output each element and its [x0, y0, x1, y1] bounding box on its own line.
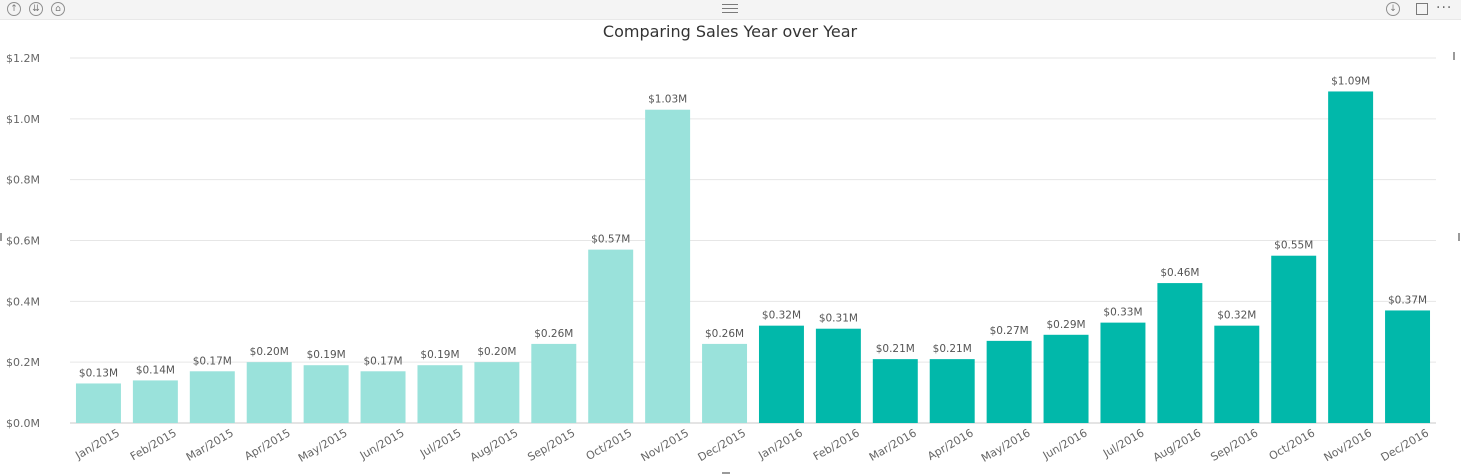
resize-handle-bottom[interactable]	[722, 472, 730, 474]
x-tick-label: Mar/2015	[184, 426, 236, 463]
bar-sep-2015[interactable]	[531, 343, 577, 423]
data-label: $0.19M	[420, 349, 459, 361]
data-label: $1.09M	[1331, 75, 1370, 87]
data-label: $0.37M	[1388, 294, 1427, 306]
y-tick-label: $1.0M	[6, 113, 40, 126]
x-tick-label: Mar/2016	[867, 426, 919, 463]
more-options-icon[interactable]: ···	[1436, 0, 1453, 16]
visual-header: ↑ ⇊ ⌂ ↓ ···	[0, 0, 1461, 20]
bar-oct-2015[interactable]	[588, 249, 634, 423]
bar-aug-2015[interactable]	[474, 362, 520, 423]
y-tick-label: $1.2M	[6, 52, 40, 65]
bar-may-2016[interactable]	[986, 340, 1032, 423]
data-label: $0.20M	[477, 346, 516, 358]
bar-dec-2016[interactable]	[1385, 310, 1431, 423]
data-label: $0.33M	[1103, 307, 1142, 319]
bar-sep-2016[interactable]	[1214, 325, 1260, 423]
x-tick-label: Jun/2015	[357, 426, 407, 462]
bar-dec-2015[interactable]	[702, 343, 748, 423]
data-label: $0.17M	[193, 355, 232, 367]
x-tick-label: Aug/2016	[1151, 426, 1204, 464]
bar-oct-2016[interactable]	[1271, 255, 1317, 423]
drill-down-icon[interactable]: ↓	[1386, 2, 1400, 16]
x-tick-label: Sep/2016	[1208, 426, 1260, 463]
drag-handle-icon[interactable]	[722, 4, 738, 13]
data-label: $0.55M	[1274, 240, 1313, 252]
y-tick-label: $0.0M	[6, 417, 40, 430]
x-tick-label: Oct/2016	[1267, 426, 1317, 463]
resize-handle-left[interactable]	[0, 233, 2, 241]
bar-mar-2015[interactable]	[189, 371, 235, 423]
bar-feb-2016[interactable]	[815, 328, 861, 423]
bar-jul-2015[interactable]	[417, 365, 463, 423]
x-tick-label: Oct/2015	[584, 426, 634, 463]
data-label: $0.21M	[876, 343, 915, 355]
data-label: $0.27M	[990, 325, 1029, 337]
scroll-indicator[interactable]	[1453, 52, 1455, 60]
x-tick-label: Apr/2016	[925, 426, 975, 463]
data-labels: $0.13M $0.14M $0.17M $0.20M $0.19M $0.17M $0.1…	[79, 75, 1427, 379]
x-tick-label: May/2016	[979, 426, 1033, 464]
drill-mode-icon[interactable]: ⌂	[51, 2, 65, 16]
y-tick-label: $0.6M	[6, 235, 40, 248]
x-tick-label: Nov/2015	[639, 426, 692, 464]
y-tick-label: $0.2M	[6, 356, 40, 369]
bar-may-2015[interactable]	[303, 365, 349, 423]
bar-mar-2016[interactable]	[872, 359, 918, 423]
bar-jan-2016[interactable]	[758, 325, 804, 423]
data-label: $0.29M	[1046, 319, 1085, 331]
x-tick-label: Aug/2015	[468, 426, 521, 464]
data-label: $0.13M	[79, 367, 118, 379]
bar-nov-2015[interactable]	[645, 109, 691, 423]
data-label: $0.21M	[933, 343, 972, 355]
x-tick-label: Apr/2015	[242, 426, 292, 463]
x-tick-label: Jul/2016	[1100, 426, 1146, 460]
bar-jun-2015[interactable]	[360, 371, 406, 423]
bar-jul-2016[interactable]	[1100, 322, 1146, 423]
x-tick-label: Jan/2016	[755, 426, 805, 462]
bar-feb-2015[interactable]	[132, 380, 178, 423]
bar-apr-2015[interactable]	[246, 362, 292, 423]
y-axis: $0.0M $0.2M $0.4M $0.6M $0.8M $1.0M $1.2M	[6, 52, 40, 430]
bar-jun-2016[interactable]	[1043, 334, 1089, 423]
x-tick-label: Sep/2015	[525, 426, 577, 463]
bar-apr-2016[interactable]	[929, 359, 975, 423]
data-label: $0.32M	[762, 310, 801, 322]
bar-jan-2015[interactable]	[75, 383, 121, 423]
bars	[75, 91, 1431, 423]
x-tick-label: Dec/2016	[1379, 426, 1431, 464]
x-tick-label: Jun/2016	[1040, 426, 1090, 462]
data-label: $0.57M	[591, 234, 630, 246]
data-label: $0.17M	[363, 355, 402, 367]
y-tick-label: $0.8M	[6, 174, 40, 187]
data-label: $0.32M	[1217, 310, 1256, 322]
x-tick-label: Nov/2016	[1322, 426, 1375, 464]
y-tick-label: $0.4M	[6, 295, 40, 308]
x-axis: Jan/2015 Feb/2015 Mar/2015 Apr/2015 May/2015…	[72, 426, 1431, 464]
data-label: $0.26M	[534, 328, 573, 340]
x-tick-label: Feb/2015	[128, 426, 179, 463]
x-tick-label: Feb/2016	[811, 426, 862, 463]
bar-aug-2016[interactable]	[1157, 283, 1203, 423]
bar-nov-2016[interactable]	[1328, 91, 1374, 423]
data-label: $0.31M	[819, 313, 858, 325]
data-label: $0.14M	[136, 364, 175, 376]
expand-all-icon[interactable]: ⇊	[29, 2, 43, 16]
resize-handle-right[interactable]	[1458, 233, 1460, 241]
drill-up-icon[interactable]: ↑	[7, 2, 21, 16]
focus-mode-icon[interactable]	[1416, 3, 1428, 15]
data-label: $0.20M	[250, 346, 289, 358]
x-tick-label: Jan/2015	[72, 426, 122, 462]
data-label: $1.03M	[648, 94, 687, 106]
x-tick-label: Jul/2015	[417, 426, 463, 460]
x-tick-label: May/2015	[296, 426, 350, 464]
data-label: $0.26M	[705, 328, 744, 340]
data-label: $0.19M	[307, 349, 346, 361]
chart-title: Comparing Sales Year over Year	[603, 22, 858, 41]
gridlines	[70, 57, 1436, 424]
x-tick-label: Dec/2015	[696, 426, 748, 464]
data-label: $0.46M	[1160, 267, 1199, 279]
